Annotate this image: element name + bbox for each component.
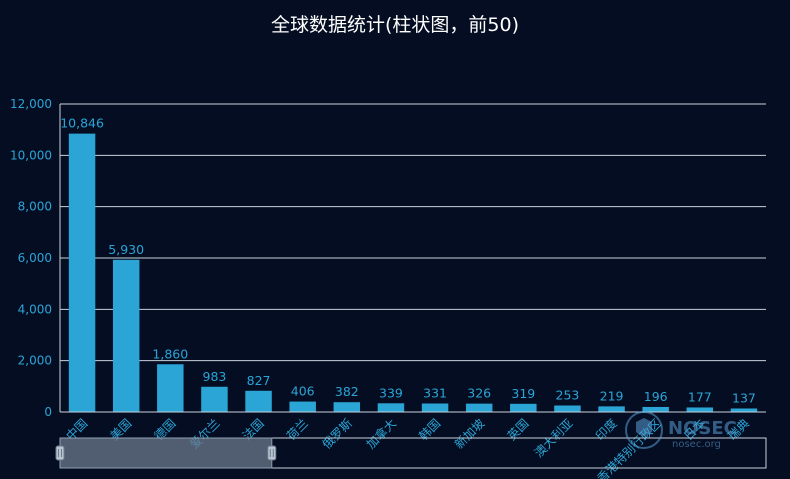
bar[interactable] <box>642 406 669 412</box>
bar[interactable] <box>68 133 96 413</box>
bar-value-label: 137 <box>732 390 756 405</box>
x-tick-label: 荷兰 <box>284 416 311 443</box>
bar[interactable] <box>510 403 537 412</box>
bar-value-label: 5,930 <box>108 242 144 257</box>
slider-selected-range[interactable] <box>59 437 273 469</box>
watermark-site-text: nosec.org <box>672 439 721 450</box>
bar[interactable] <box>598 406 625 412</box>
y-tick-label: 10,000 <box>10 148 52 162</box>
bar-value-label: 326 <box>467 386 491 401</box>
watermark-logo: NOSEC nosec.org <box>625 411 737 450</box>
y-tick-label: 12,000 <box>10 97 52 111</box>
chart-title: 全球数据统计(柱状图，前50) <box>270 14 519 36</box>
x-tick-label: 英国 <box>505 416 532 443</box>
bar-value-label: 406 <box>291 384 315 399</box>
y-tick-label: 4,000 <box>18 302 52 316</box>
bar-value-label: 177 <box>688 389 712 404</box>
bar-value-label: 10,846 <box>60 116 104 131</box>
data-zoom-slider[interactable] <box>55 437 767 469</box>
bar-value-label: 331 <box>423 386 447 401</box>
bar-series: 10,846 5,930 1,860 983 827 406 382 339 331 326 319… <box>60 116 758 413</box>
bar[interactable] <box>157 364 184 412</box>
y-tick-label: 2,000 <box>18 354 52 368</box>
bar-value-label: 983 <box>203 369 227 384</box>
x-tick-label: 新加坡 <box>451 416 487 452</box>
bar[interactable] <box>730 408 758 412</box>
bar-value-label: 253 <box>556 388 580 403</box>
y-tick-label: 8,000 <box>18 200 52 214</box>
y-tick-label: 0 <box>44 405 52 419</box>
watermark-logo-text: NOSEC <box>668 418 737 439</box>
bar[interactable] <box>333 402 361 412</box>
y-tick-label: 6,000 <box>18 251 52 265</box>
bar[interactable] <box>421 403 449 412</box>
bar-value-label: 827 <box>247 373 271 388</box>
bar[interactable] <box>686 407 714 412</box>
bar[interactable] <box>554 405 581 412</box>
bar-value-label: 339 <box>379 385 403 400</box>
bar[interactable] <box>201 386 228 412</box>
bar-value-label: 219 <box>600 388 624 403</box>
x-tick-label: 印度 <box>592 416 620 444</box>
x-tick-label: 韩国 <box>416 416 444 444</box>
bar[interactable] <box>112 259 140 412</box>
bar[interactable] <box>465 403 493 412</box>
x-tick-label: 加拿大 <box>363 416 399 452</box>
grid-lines <box>60 103 766 362</box>
bar[interactable] <box>289 401 316 412</box>
bar[interactable] <box>245 390 272 412</box>
y-axis: 0 2,000 4,000 6,000 8,000 10,000 12,000 <box>10 97 61 419</box>
bar[interactable] <box>377 403 405 412</box>
slider-handle-left[interactable] <box>55 445 65 461</box>
x-tick-label: 俄罗斯 <box>320 416 355 451</box>
bar-value-label: 196 <box>644 389 668 404</box>
shield-logo-icon <box>625 411 663 449</box>
bar-value-label: 1,860 <box>152 346 188 361</box>
bar-value-label: 382 <box>335 384 359 399</box>
bar-value-label: 319 <box>511 386 535 401</box>
slider-handle-right[interactable] <box>267 445 277 461</box>
